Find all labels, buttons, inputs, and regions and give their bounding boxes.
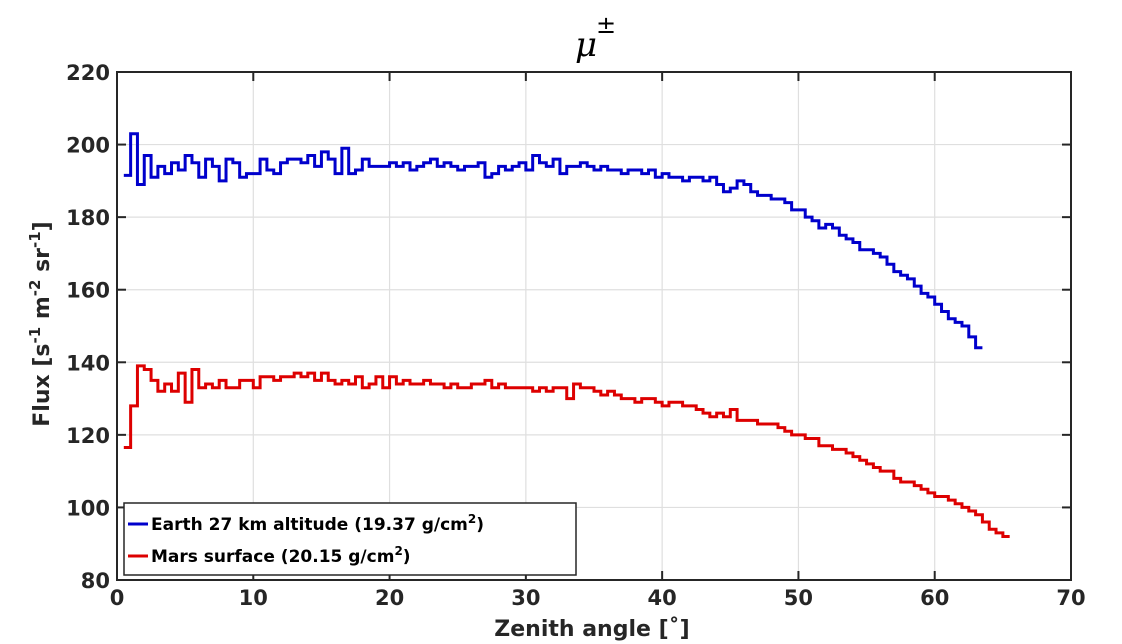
- y-tick-label: 80: [81, 569, 110, 593]
- y-tick-label: 120: [66, 424, 110, 448]
- y-tick-label: 160: [66, 279, 110, 303]
- y-axis-label-part: m: [30, 296, 55, 327]
- chart-title-superscript: ±: [596, 11, 616, 39]
- y-axis-label-superscript: -1: [26, 327, 44, 344]
- legend-label-end: ): [403, 547, 411, 567]
- y-tick-label: 180: [66, 206, 110, 230]
- x-tick-label: 70: [1056, 586, 1085, 610]
- legend-label-superscript: 2: [394, 544, 402, 558]
- series-line-0: [123, 132, 983, 350]
- x-tick-label: 10: [239, 586, 268, 610]
- legend: Earth 27 km altitude (19.37 g/cm2)Mars s…: [123, 502, 577, 576]
- legend-label-text: Earth 27 km altitude (19.37 g/cm: [151, 515, 468, 535]
- x-tick-label: 20: [375, 586, 404, 610]
- y-tick-label: 100: [66, 496, 110, 520]
- y-tick-label: 220: [66, 61, 110, 85]
- x-tick-label: 40: [648, 586, 677, 610]
- legend-box: [123, 502, 577, 576]
- y-axis-label-superscript: -2: [26, 280, 44, 297]
- legend-label-0: Earth 27 km altitude (19.37 g/cm2): [151, 512, 484, 535]
- y-tick-label: 140: [66, 351, 110, 375]
- legend-label-text: Mars surface (20.15 g/cm: [151, 547, 394, 567]
- series-layer: [123, 132, 1010, 538]
- y-tick-label: 200: [66, 134, 110, 158]
- grid-lines: [116, 71, 1072, 581]
- legend-label-end: ): [476, 515, 484, 535]
- y-axis-label: Flux [s-1 m-2 sr-1]: [26, 221, 55, 427]
- chart-title: μ: [575, 25, 597, 65]
- legend-label-superscript: 2: [468, 512, 476, 526]
- series-line-1: [123, 364, 1010, 538]
- y-axis-label-part: ]: [30, 221, 55, 231]
- x-tick-label: 60: [920, 586, 949, 610]
- x-tick-label: 30: [511, 586, 540, 610]
- x-axis-label: Zenith angle [˚]: [494, 617, 689, 642]
- y-axis-label-superscript: -1: [26, 231, 44, 248]
- x-tick-label: 0: [110, 586, 125, 610]
- y-axis-label-part: sr: [30, 248, 55, 280]
- x-tick-label: 50: [784, 586, 813, 610]
- plot-frame: [116, 71, 1072, 581]
- y-axis-label-part: Flux [s: [30, 344, 55, 427]
- legend-label-1: Mars surface (20.15 g/cm2): [151, 544, 411, 567]
